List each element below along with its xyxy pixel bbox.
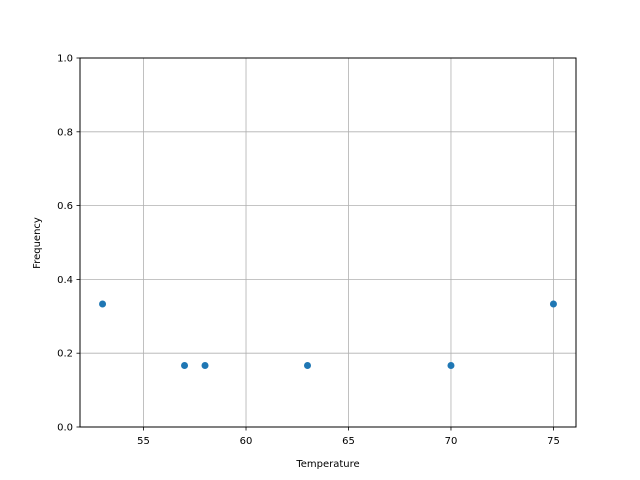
- data-point: [201, 361, 209, 369]
- y-tick-label: 0.2: [57, 349, 73, 360]
- data-points: [99, 300, 557, 369]
- x-tick-label: 70: [445, 436, 458, 447]
- x-tick-label: 65: [342, 436, 355, 447]
- data-point: [99, 300, 107, 308]
- y-tick-label: 0.0: [57, 423, 73, 434]
- y-axis-ticks: 0.0 0.2 0.4 0.6 0.8 1.0: [57, 54, 80, 434]
- y-tick-label: 0.8: [57, 127, 73, 138]
- x-axis-label: Temperature: [295, 459, 359, 470]
- data-point: [304, 361, 312, 369]
- y-axis-label: Frequency: [32, 217, 43, 269]
- grid: [80, 57, 576, 428]
- x-axis-ticks: 55 60 65 70 75: [137, 427, 560, 447]
- y-tick-label: 0.4: [57, 275, 73, 286]
- x-tick-label: 75: [547, 436, 560, 447]
- data-point: [549, 300, 557, 308]
- data-point: [181, 361, 189, 369]
- x-tick-label: 55: [137, 436, 150, 447]
- plot-frame: [79, 57, 577, 428]
- data-point: [447, 361, 455, 369]
- y-tick-label: 0.6: [57, 201, 73, 212]
- y-tick-label: 1.0: [57, 54, 73, 65]
- x-tick-label: 60: [240, 436, 253, 447]
